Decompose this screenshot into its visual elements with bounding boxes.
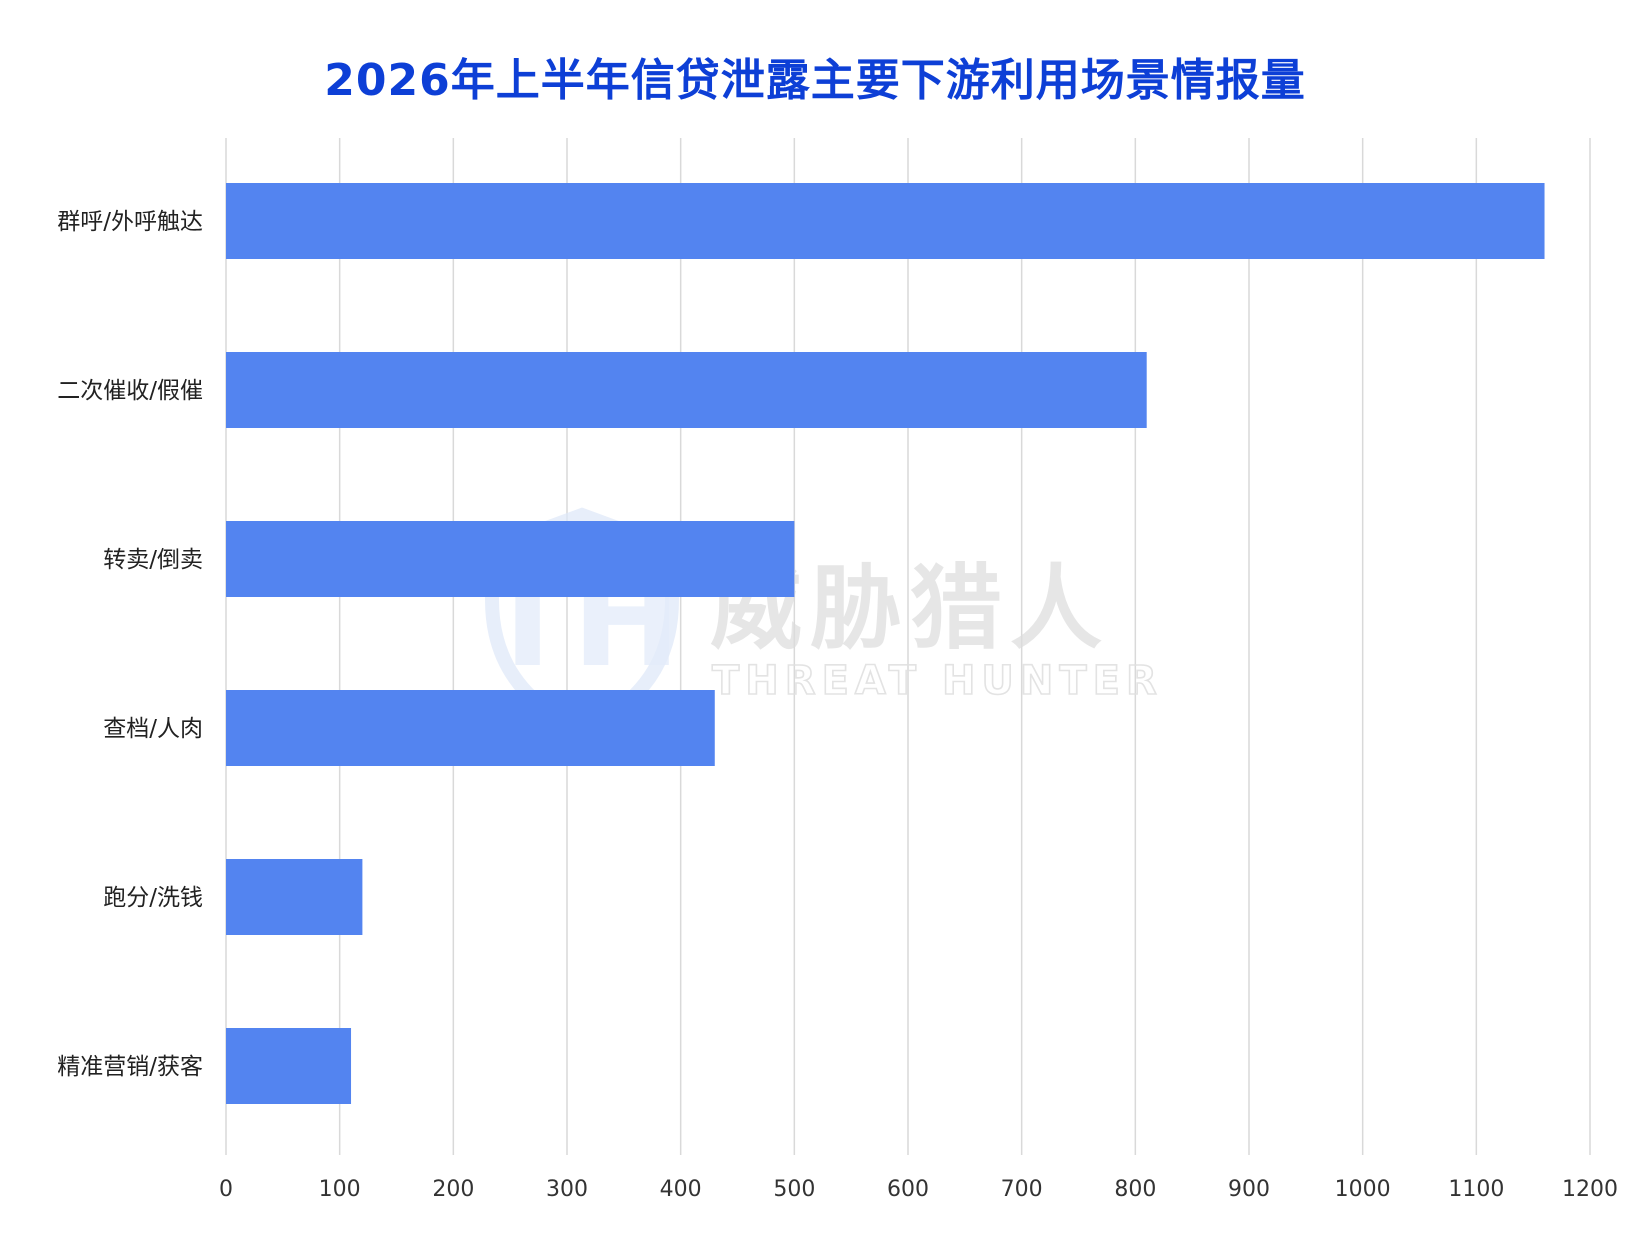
bar: [226, 521, 795, 597]
x-tick-label: 900: [1228, 1177, 1270, 1202]
x-tick-label: 500: [773, 1177, 815, 1202]
x-tick-label: 400: [660, 1177, 702, 1202]
x-tick-label: 1100: [1448, 1177, 1504, 1202]
bars: [226, 183, 1545, 1104]
grid-lines: [225, 138, 1591, 1155]
bar: [226, 183, 1545, 259]
bar: [226, 859, 363, 935]
x-tick-label: 100: [319, 1177, 361, 1202]
watermark-name-en: THREAT HUNTER: [712, 658, 1163, 704]
category-label: 二次催收/假催: [57, 378, 203, 404]
chart-title: 2026年上半年信贷泄露主要下游利用场景情报量: [324, 55, 1306, 106]
category-label: 查档/人肉: [103, 716, 203, 742]
x-tick-label: 200: [432, 1177, 474, 1202]
category-label: 跑分/洗钱: [103, 885, 203, 911]
bar: [226, 352, 1147, 428]
category-label: 转卖/倒卖: [103, 547, 203, 573]
category-label: 精准营销/获客: [57, 1054, 203, 1080]
x-tick-label: 1000: [1335, 1177, 1391, 1202]
x-tick-label: 600: [887, 1177, 929, 1202]
bar: [226, 690, 715, 766]
category-label: 群呼/外呼触达: [57, 209, 203, 235]
bar: [226, 1028, 352, 1104]
x-tick-label: 1200: [1562, 1177, 1618, 1202]
x-tick-label: 800: [1114, 1177, 1156, 1202]
x-tick-label: 0: [219, 1177, 233, 1202]
x-tick-label: 700: [1001, 1177, 1043, 1202]
x-axis-tick-labels: 0 100 200 300 400 500 600 700 800 900 1000 1100 1200: [219, 1177, 1618, 1202]
x-tick-label: 300: [546, 1177, 588, 1202]
